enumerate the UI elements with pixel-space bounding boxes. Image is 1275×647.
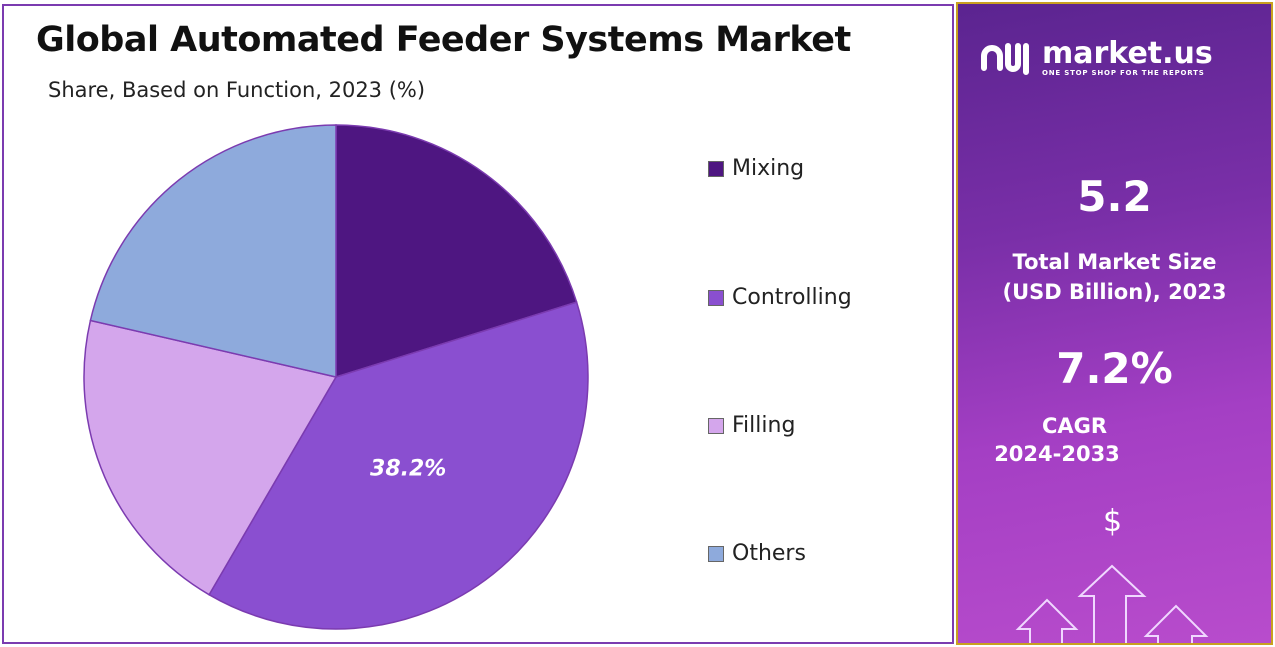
legend-swatch <box>708 289 724 306</box>
legend-label: Mixing <box>732 156 805 181</box>
market-size-label: Total Market Size <box>1012 250 1217 274</box>
legend-item-filling: Filling <box>708 413 795 438</box>
chart-subtitle: Share, Based on Function, 2023 (%) <box>48 78 426 102</box>
growth-arrows-icon <box>1015 564 1209 643</box>
legend-swatch <box>708 160 724 177</box>
logo: market.us ONE STOP SHOP FOR THE REPORTS <box>978 38 1213 78</box>
legend-item-controlling: Controlling <box>708 285 852 310</box>
logo-icon <box>981 43 1029 75</box>
dollar-icon: $ <box>1103 504 1123 539</box>
pie-slice-others <box>89 124 337 378</box>
logo-tagline: ONE STOP SHOP FOR THE REPORTS <box>1042 69 1205 77</box>
summary-panel: market.us ONE STOP SHOP FOR THE REPORTS … <box>956 2 1273 645</box>
legend-swatch <box>708 545 724 562</box>
data-label: 38.2% <box>370 457 446 482</box>
chart-title: Global Automated Feeder Systems Market <box>36 20 851 60</box>
market-size-value: 5.2 <box>1077 172 1152 221</box>
cagr-period: 2024-2033 <box>994 442 1120 466</box>
pie-slice-mixing <box>335 124 578 379</box>
legend-label: Controlling <box>732 285 852 310</box>
legend-label: Filling <box>732 413 796 438</box>
pie-chart: 38.2% <box>83 124 589 630</box>
logo-text: market.us <box>1042 36 1213 71</box>
cagr-value: 7.2% <box>1056 344 1173 393</box>
pie-slice-controlling <box>208 301 589 630</box>
cagr-label: CAGR <box>1041 414 1108 438</box>
legend-item-mixing: Mixing <box>708 156 804 181</box>
chart-panel: Global Automated Feeder Systems Market S… <box>2 4 954 644</box>
legend-swatch <box>708 417 724 434</box>
legend-item-others: Others <box>708 541 806 566</box>
market-size-unit: (USD Billion), 2023 <box>1002 280 1227 304</box>
legend-label: Others <box>732 541 806 566</box>
pie-slice-filling <box>83 319 338 596</box>
